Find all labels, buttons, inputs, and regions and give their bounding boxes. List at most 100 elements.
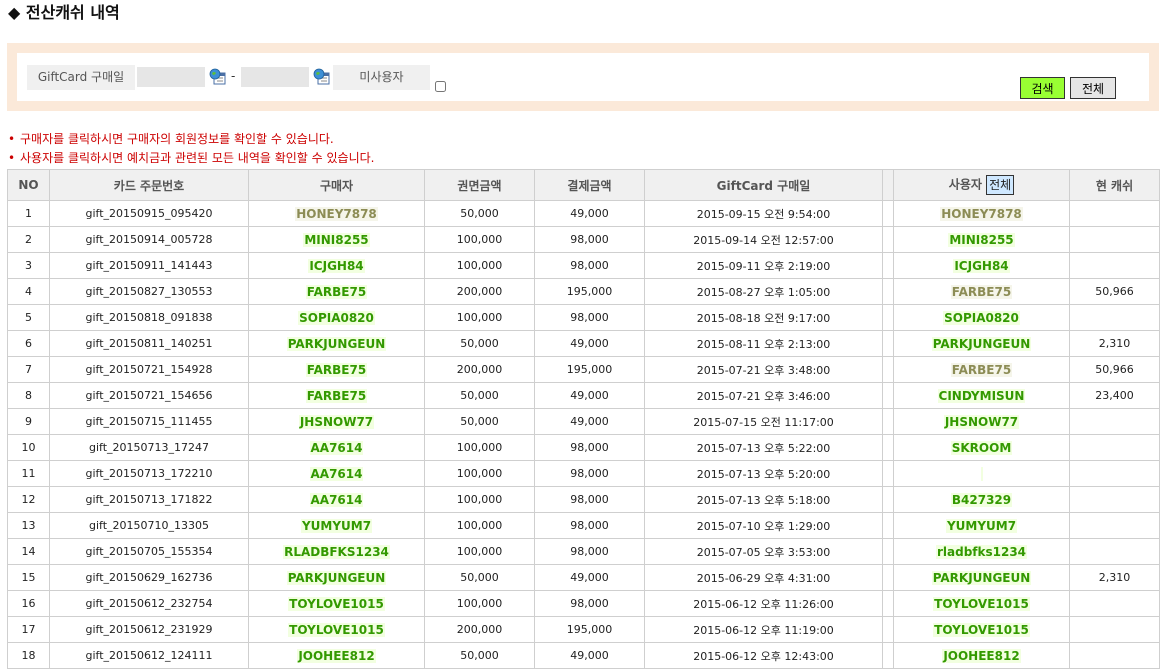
buyer-link[interactable]: FARBE75 — [305, 388, 368, 403]
cell-no: 3 — [7, 252, 50, 279]
table-header-row: NO 카드 주문번호 구매자 권면금액 결제금액 GiftCard 구매일 사용… — [7, 169, 1160, 201]
cell-order: gift_20150612_232754 — [49, 590, 249, 617]
cell-face: 50,000 — [424, 200, 535, 227]
user-link[interactable]: MINI8255 — [948, 232, 1015, 247]
buyer-link[interactable]: JHSNOW77 — [298, 414, 375, 429]
cell-user: YUMYUM7 — [893, 512, 1070, 539]
cell-cash: 2,310 — [1069, 564, 1160, 591]
cell-cash — [1069, 304, 1160, 331]
cell-cash — [1069, 460, 1160, 487]
user-link[interactable]: FARBE75 — [950, 284, 1013, 299]
buyer-link[interactable]: AA7614 — [309, 466, 364, 481]
cell-order: gift_20150911_141443 — [49, 252, 249, 279]
user-link[interactable]: TOYLOVE1015 — [933, 622, 1030, 637]
unused-user-checkbox[interactable] — [435, 81, 446, 92]
cell-face: 100,000 — [424, 226, 535, 253]
cell-date: 2015-08-18 오전 9:17:00 — [644, 304, 883, 331]
cell-buyer: MINI8255 — [248, 226, 425, 253]
notice-buyer: • 구매자를 클릭하시면 구매자의 회원정보를 확인할 수 있습니다. — [8, 130, 334, 147]
cell-buyer: RLADBFKS1234 — [248, 538, 425, 565]
cell-no: 15 — [7, 564, 50, 591]
cell-user: ICJGH84 — [893, 252, 1070, 279]
user-link[interactable]: TOYLOVE1015 — [933, 596, 1030, 611]
date-to-input[interactable] — [241, 67, 309, 87]
search-panel: GiftCard 구매일 - 미사용자 검색 전체 — [7, 43, 1159, 111]
user-link[interactable]: FARBE75 — [950, 362, 1013, 377]
calendar-icon[interactable] — [209, 68, 226, 85]
buyer-link[interactable]: YUMYUM7 — [300, 518, 373, 533]
cell-user: B427329 — [893, 486, 1070, 513]
user-link[interactable]: SKROOM — [950, 440, 1013, 455]
cell-face: 200,000 — [424, 278, 535, 305]
cell-date: 2015-06-29 오후 4:31:00 — [644, 564, 883, 591]
table-row: 16 gift_20150612_232754 TOYLOVE1015 100,000… — [7, 590, 1160, 617]
buyer-link[interactable]: ICJGH84 — [308, 258, 365, 273]
buyer-link[interactable]: AA7614 — [309, 492, 364, 507]
date-from-input[interactable] — [137, 67, 205, 87]
buyer-link[interactable]: MINI8255 — [303, 232, 370, 247]
buyer-link[interactable]: AA7614 — [309, 440, 364, 455]
cell-paid: 98,000 — [534, 252, 645, 279]
buyer-link[interactable]: PARKJUNGEUN — [286, 336, 387, 351]
cell-no: 9 — [7, 408, 50, 435]
user-all-button[interactable]: 전체 — [986, 175, 1015, 195]
cell-buyer: AA7614 — [248, 434, 425, 461]
cell-cash: 50,966 — [1069, 278, 1160, 305]
cell-date: 2015-08-11 오후 2:13:00 — [644, 330, 883, 357]
user-link[interactable]: YUMYUM7 — [945, 518, 1018, 533]
table-row: 15 gift_20150629_162736 PARKJUNGEUN 50,000 4… — [7, 564, 1160, 591]
user-link[interactable]: HONEY7878 — [940, 206, 1023, 221]
cell-cash: 50,966 — [1069, 356, 1160, 383]
table-row: 2 gift_20150914_005728 MINI8255 100,000 98,0… — [7, 226, 1160, 253]
user-link[interactable]: PARKJUNGEUN — [931, 336, 1032, 351]
cell-order: gift_20150915_095420 — [49, 200, 249, 227]
cell-blank — [882, 564, 894, 591]
cell-buyer: SOPIA0820 — [248, 304, 425, 331]
buyer-link[interactable]: PARKJUNGEUN — [286, 570, 387, 585]
user-link[interactable]: CINDYMISUN — [937, 388, 1026, 403]
user-link[interactable]: SOPIA0820 — [943, 310, 1020, 325]
cell-blank — [882, 434, 894, 461]
cell-order: gift_20150612_231929 — [49, 616, 249, 643]
buyer-link[interactable]: SOPIA0820 — [298, 310, 375, 325]
buyer-link[interactable]: TOYLOVE1015 — [288, 622, 385, 637]
user-link[interactable]: rladbfks1234 — [935, 544, 1028, 559]
calendar-icon[interactable] — [313, 68, 330, 85]
user-link[interactable]: PARKJUNGEUN — [931, 570, 1032, 585]
cell-paid: 49,000 — [534, 200, 645, 227]
table-row: 6 gift_20150811_140251 PARKJUNGEUN 50,000 49… — [7, 330, 1160, 357]
col-header-user: 사용자 전체 — [893, 169, 1070, 201]
user-link[interactable]: JHSNOW77 — [943, 414, 1020, 429]
user-link[interactable]: ICJGH84 — [953, 258, 1010, 273]
cell-date: 2015-07-13 오후 5:20:00 — [644, 460, 883, 487]
cell-buyer: TOYLOVE1015 — [248, 616, 425, 643]
date-range-dash: - — [231, 69, 236, 83]
cell-date: 2015-07-13 오후 5:22:00 — [644, 434, 883, 461]
cell-date: 2015-07-15 오전 11:17:00 — [644, 408, 883, 435]
cell-no: 16 — [7, 590, 50, 617]
buyer-link[interactable]: FARBE75 — [305, 284, 368, 299]
page-title: ◆ 전산캐쉬 내역 — [8, 3, 120, 22]
buyer-link[interactable]: RLADBFKS1234 — [283, 544, 390, 559]
cell-order: gift_20150721_154928 — [49, 356, 249, 383]
cell-face: 100,000 — [424, 512, 535, 539]
buyer-link[interactable]: HONEY7878 — [295, 206, 378, 221]
table-row: 11 gift_20150713_172210 AA7614 100,000 98,00… — [7, 460, 1160, 487]
cell-cash — [1069, 226, 1160, 253]
cell-paid: 98,000 — [534, 226, 645, 253]
notice-text: 사용자를 클릭하시면 예치금과 관련된 모든 내역을 확인할 수 있습니다. — [20, 151, 375, 165]
cell-face: 100,000 — [424, 434, 535, 461]
search-button[interactable]: 검색 — [1020, 77, 1065, 99]
show-all-button[interactable]: 전체 — [1070, 77, 1116, 99]
buyer-link[interactable]: TOYLOVE1015 — [288, 596, 385, 611]
cell-buyer: YUMYUM7 — [248, 512, 425, 539]
buyer-link[interactable]: FARBE75 — [305, 362, 368, 377]
cell-blank — [882, 252, 894, 279]
cell-face: 100,000 — [424, 486, 535, 513]
cell-cash — [1069, 538, 1160, 565]
cell-cash — [1069, 512, 1160, 539]
user-link[interactable]: B427329 — [950, 492, 1013, 507]
cell-cash — [1069, 252, 1160, 279]
col-header-no: NO — [7, 169, 50, 201]
cell-buyer: PARKJUNGEUN — [248, 330, 425, 357]
